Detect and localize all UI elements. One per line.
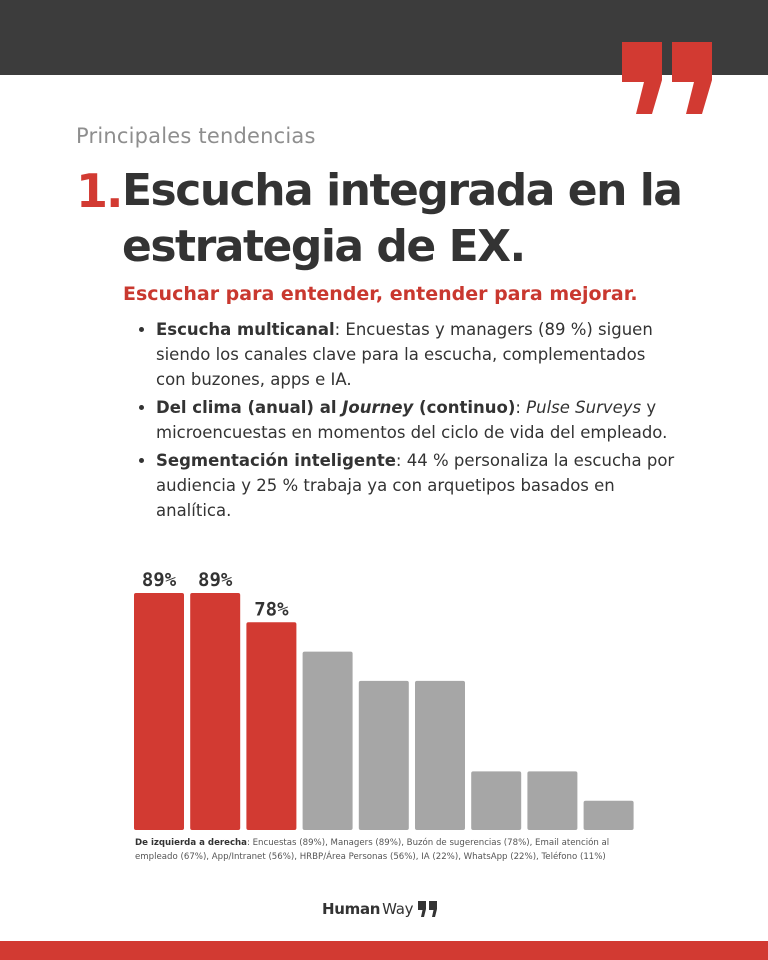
bar-managers <box>190 593 241 830</box>
bullet-bold: Segmentación inteligente <box>156 451 396 470</box>
bullet-italic: Pulse Surveys <box>526 398 642 417</box>
bar-data-label: 78% <box>254 598 289 620</box>
bullet-list: Escucha multicanal: Encuestas y managers… <box>136 317 676 526</box>
bar-email-atenci-n-al-empleado <box>302 651 353 830</box>
bar-tel-fono <box>583 800 634 830</box>
bullet-bold: (continuo) <box>413 398 516 417</box>
brand-logo: Human Way <box>322 898 439 920</box>
bar-encuestas <box>134 593 184 830</box>
bar-ia <box>471 771 522 830</box>
caption-bold: De izquierda a derecha <box>135 838 247 848</box>
bullet-item: Del clima (anual) al Journey (continuo):… <box>156 395 676 445</box>
quote-icon <box>622 42 712 114</box>
bullet-text: y microencuestas en momentos del ciclo d… <box>156 398 668 442</box>
section-label: Principales tendencias <box>76 124 316 148</box>
bar-buz-n-de-sugerencias <box>246 622 297 830</box>
bar-hrbp-rea-personas <box>415 680 465 830</box>
bullet-item: Escucha multicanal: Encuestas y managers… <box>156 317 676 392</box>
bullet-bold: Del clima (anual) al <box>156 398 343 417</box>
caption-text: : Encuestas (89%), Managers (89%), Buzón… <box>135 838 610 862</box>
bar-whatsapp <box>527 771 578 830</box>
bullet-bold-italic: Journey <box>342 398 414 417</box>
bar-chart: 89% 89% 78% <box>134 569 634 830</box>
quote-icon <box>418 901 438 917</box>
bullet-separator: : <box>515 398 527 417</box>
brand-name-part-b: Way <box>382 900 414 918</box>
title-text: Escucha integrada en la estrategia de EX… <box>122 165 683 272</box>
bullet-bold: Escucha multicanal <box>156 320 335 339</box>
bullet-text: : 44 % personaliza la escucha por audien… <box>156 451 675 520</box>
subtitle: Escuchar para entender, entender para me… <box>123 283 638 305</box>
bullet-text: : Encuestas y managers (89 %) siguen sie… <box>156 320 653 389</box>
brand-name-part-a: Human <box>322 900 381 918</box>
bar-data-label: 89% <box>198 569 233 591</box>
bullet-item: Segmentación inteligente: 44 % personali… <box>156 448 676 523</box>
bottom-bar <box>0 941 768 960</box>
bar-data-label: 89% <box>142 569 177 591</box>
title-number: 1. <box>76 164 124 218</box>
chart-caption: De izquierda a derecha: Encuestas (89%),… <box>135 836 635 864</box>
bar-app-intranet <box>358 680 409 830</box>
